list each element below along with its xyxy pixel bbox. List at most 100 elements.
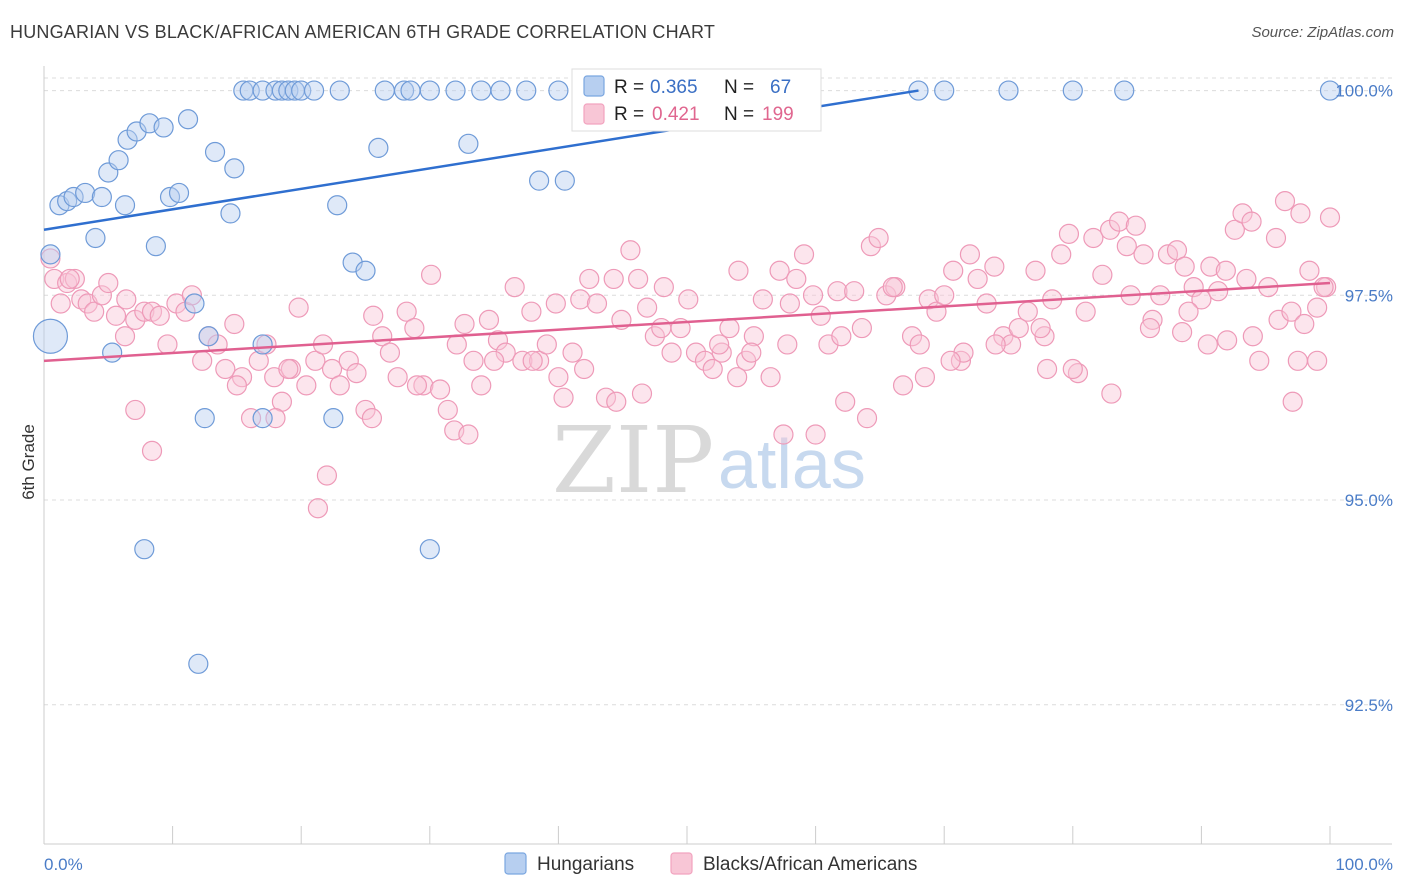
point-blacks-african-americans: [149, 305, 170, 326]
point-blacks-african-americans: [1062, 358, 1083, 380]
x-tick-label-min: 0.0%: [44, 855, 83, 874]
n-value-hungarians: 67: [770, 77, 791, 98]
point-hungarians: [32, 318, 69, 354]
y-tick-label: 97.5%: [1345, 286, 1393, 305]
point-blacks-african-americans: [818, 334, 839, 355]
trend-line-blacks-african-americans: [43, 281, 1331, 363]
point-blacks-african-americans: [1236, 268, 1257, 290]
point-blacks-african-americans: [786, 268, 807, 290]
point-blacks-african-americans: [851, 317, 872, 339]
point-blacks-african-americans: [1265, 227, 1287, 249]
point-blacks-african-americans: [773, 424, 794, 445]
stats-legend: R = 0.365 N = 67 R = 0.421 N = 199: [571, 68, 822, 132]
point-hungarians: [252, 334, 273, 355]
point-blacks-african-americans: [628, 268, 649, 290]
point-blacks-african-americans: [959, 244, 981, 265]
point-blacks-african-americans: [1249, 350, 1270, 371]
point-hungarians: [342, 252, 363, 273]
point-blacks-african-americans: [1025, 260, 1046, 281]
point-blacks-african-americans: [950, 350, 972, 371]
point-blacks-african-americans: [810, 305, 831, 326]
point-blacks-african-americans: [637, 297, 658, 318]
point-hungarians: [934, 80, 955, 101]
point-blacks-african-americans: [831, 326, 852, 347]
point-blacks-african-americans: [338, 350, 359, 371]
point-blacks-african-americans: [44, 268, 65, 290]
point-blacks-african-americans: [1139, 317, 1161, 339]
point-blacks-african-americans: [50, 293, 71, 314]
point-blacks-african-americans: [777, 334, 798, 355]
point-blacks-african-americans: [545, 293, 566, 314]
point-hungarians: [548, 80, 569, 101]
chart-title: HUNGARIAN VS BLACK/AFRICAN AMERICAN 6TH …: [10, 22, 716, 42]
point-blacks-african-americans: [548, 367, 569, 388]
point-blacks-african-americans: [116, 289, 137, 310]
point-hungarians: [108, 150, 129, 171]
point-hungarians: [516, 80, 537, 101]
point-blacks-african-americans: [752, 289, 773, 310]
point-blacks-african-americans: [522, 350, 543, 371]
axes: [43, 66, 1392, 845]
point-blacks-african-americans: [1294, 313, 1315, 335]
point-blacks-african-americans: [305, 350, 326, 371]
point-blacks-african-americans: [793, 244, 815, 265]
point-blacks-african-americans: [719, 317, 740, 339]
point-blacks-african-americans: [413, 375, 434, 396]
point-hungarians: [153, 117, 174, 138]
point-blacks-african-americans: [114, 326, 136, 347]
point-blacks-african-americans: [1108, 211, 1130, 232]
point-blacks-african-americans: [181, 285, 202, 306]
point-blacks-african-americans: [918, 289, 939, 310]
point-blacks-african-americans: [1036, 358, 1058, 380]
point-blacks-african-americans: [316, 465, 338, 486]
point-hungarians: [554, 170, 575, 191]
point-hungarians: [355, 260, 376, 281]
point-blacks-african-americans: [709, 334, 730, 355]
point-blacks-african-americans: [1307, 297, 1328, 318]
point-hungarians: [303, 80, 325, 101]
point-hungarians: [91, 186, 112, 208]
r-label-blacks: R =: [614, 104, 644, 125]
point-blacks-african-americans: [226, 375, 247, 396]
point-blacks-african-americans: [1200, 256, 1221, 277]
point-hungarians: [134, 539, 155, 560]
point-hungarians: [374, 80, 395, 101]
point-hungarians: [114, 195, 136, 216]
point-blacks-african-americans: [728, 260, 749, 281]
point-blacks-african-americans: [769, 260, 790, 281]
point-blacks-african-americans: [606, 391, 627, 412]
n-value-blacks: 199: [762, 104, 794, 125]
point-blacks-african-americans: [404, 317, 425, 339]
point-blacks-african-americans: [892, 375, 914, 396]
point-blacks-african-americans: [940, 350, 961, 371]
point-blacks-african-americans: [105, 305, 127, 326]
point-blacks-african-americans: [868, 227, 889, 249]
point-hungarians: [85, 227, 106, 249]
point-blacks-african-americans: [396, 301, 417, 322]
point-blacks-african-americans: [827, 281, 848, 302]
point-hungarians: [529, 170, 550, 191]
point-blacks-african-americans: [215, 358, 236, 380]
y-tick-label: 100.0%: [1335, 82, 1393, 101]
point-blacks-african-americans: [1000, 334, 1022, 355]
point-blacks-african-americans: [278, 358, 299, 380]
points-blacks-african-americans: [40, 191, 1341, 519]
point-hungarians: [194, 408, 215, 429]
point-blacks-african-americans: [487, 330, 509, 351]
point-hungarians: [400, 80, 421, 101]
legend-swatch-hungarians: [583, 75, 605, 97]
point-blacks-african-americans: [620, 240, 641, 261]
series-legend-swatch-hungarians: [504, 852, 527, 875]
point-hungarians: [1319, 80, 1341, 101]
point-blacks-african-americans: [521, 301, 542, 322]
point-blacks-african-americans: [856, 408, 878, 429]
point-blacks-african-americans: [574, 358, 595, 380]
point-blacks-african-americans: [1116, 236, 1137, 257]
point-blacks-african-americans: [454, 313, 475, 335]
watermark-zip: ZIP: [552, 407, 714, 514]
point-blacks-african-americans: [860, 236, 881, 257]
point-blacks-african-americans: [631, 383, 653, 404]
point-blacks-african-americans: [1215, 260, 1236, 281]
point-blacks-african-americans: [240, 408, 262, 429]
